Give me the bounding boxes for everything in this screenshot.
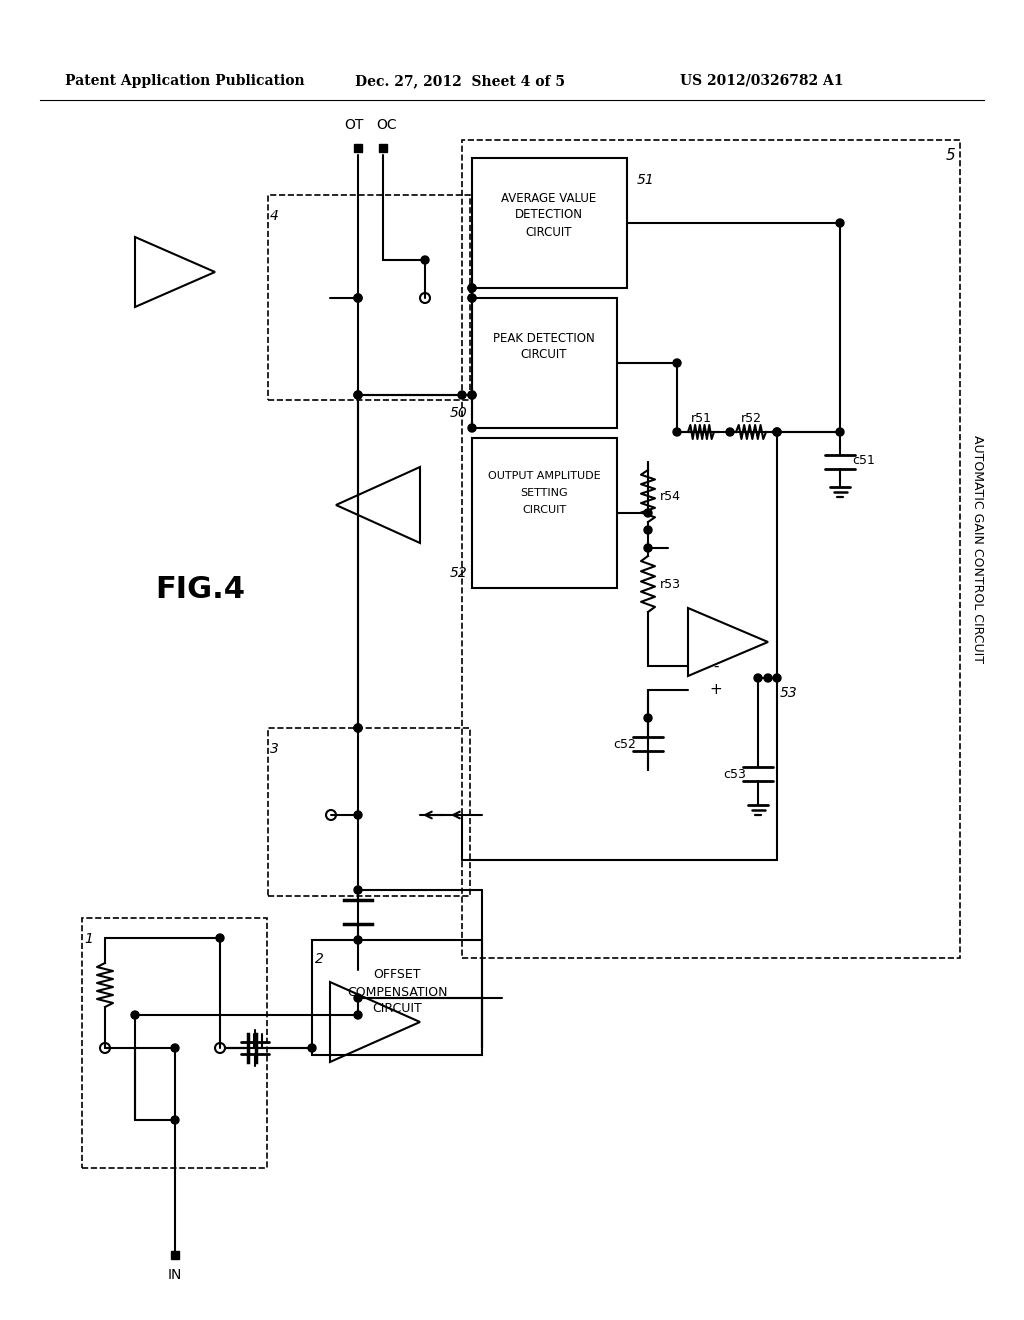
Circle shape [468, 294, 476, 302]
Bar [82, 917, 267, 1168]
Circle shape [421, 256, 429, 264]
Bar [268, 729, 470, 896]
Text: 53: 53 [780, 686, 798, 700]
Text: IN: IN [168, 1269, 182, 1282]
Bar [312, 940, 482, 1055]
Circle shape [836, 428, 844, 436]
Text: 4: 4 [270, 209, 279, 223]
Bar [472, 298, 617, 428]
Text: SETTING: SETTING [520, 488, 568, 498]
Circle shape [673, 428, 681, 436]
Text: 1: 1 [84, 932, 93, 946]
Text: c51: c51 [852, 454, 874, 466]
Text: COMPENSATION: COMPENSATION [347, 986, 447, 998]
Circle shape [644, 714, 652, 722]
Text: AVERAGE VALUE: AVERAGE VALUE [502, 191, 597, 205]
Text: 52: 52 [450, 566, 467, 579]
Circle shape [673, 359, 681, 367]
Bar [472, 158, 627, 288]
Circle shape [644, 544, 652, 552]
Text: OC: OC [377, 117, 397, 132]
Circle shape [754, 675, 762, 682]
Circle shape [354, 886, 362, 894]
Text: 2: 2 [315, 952, 324, 966]
Circle shape [171, 1115, 179, 1125]
Bar [379, 144, 387, 152]
Circle shape [468, 284, 476, 292]
Text: -: - [714, 659, 719, 673]
Text: 3: 3 [270, 742, 279, 756]
Circle shape [468, 391, 476, 399]
Circle shape [216, 935, 224, 942]
Circle shape [468, 284, 476, 292]
Text: Dec. 27, 2012  Sheet 4 of 5: Dec. 27, 2012 Sheet 4 of 5 [355, 74, 565, 88]
Text: c53: c53 [723, 767, 746, 780]
Text: AUTOMATIC GAIN CONTROL CIRCUIT: AUTOMATIC GAIN CONTROL CIRCUIT [972, 436, 984, 663]
Text: OFFSET: OFFSET [374, 969, 421, 982]
Circle shape [726, 428, 734, 436]
Circle shape [171, 1044, 179, 1052]
Circle shape [354, 936, 362, 944]
Circle shape [131, 1011, 139, 1019]
Bar [171, 1251, 179, 1259]
Circle shape [468, 424, 476, 432]
Circle shape [354, 294, 362, 302]
Text: FIG.4: FIG.4 [155, 576, 245, 605]
Text: r51: r51 [690, 412, 712, 425]
Text: CIRCUIT: CIRCUIT [372, 1002, 422, 1015]
Circle shape [773, 675, 781, 682]
Text: US 2012/0326782 A1: US 2012/0326782 A1 [680, 74, 844, 88]
Text: r52: r52 [740, 412, 762, 425]
Text: 51: 51 [637, 173, 654, 187]
Bar [354, 144, 362, 152]
Text: CIRCUIT: CIRCUIT [521, 348, 567, 362]
Text: PEAK DETECTION: PEAK DETECTION [494, 331, 595, 345]
Circle shape [308, 1044, 316, 1052]
Circle shape [354, 391, 362, 399]
Circle shape [644, 510, 652, 517]
Circle shape [764, 675, 772, 682]
Text: 50: 50 [450, 407, 467, 420]
Circle shape [354, 723, 362, 733]
Bar [268, 195, 470, 400]
Text: OT: OT [344, 117, 364, 132]
Bar [472, 438, 617, 587]
Circle shape [354, 810, 362, 818]
Text: CIRCUIT: CIRCUIT [525, 226, 572, 239]
Circle shape [836, 219, 844, 227]
Circle shape [458, 391, 466, 399]
Text: c52: c52 [613, 738, 636, 751]
Circle shape [468, 391, 476, 399]
Text: Patent Application Publication: Patent Application Publication [65, 74, 304, 88]
Circle shape [644, 525, 652, 535]
Text: CIRCUIT: CIRCUIT [522, 506, 566, 515]
Text: OUTPUT AMPLITUDE: OUTPUT AMPLITUDE [487, 471, 600, 480]
Circle shape [773, 428, 781, 436]
Circle shape [354, 391, 362, 399]
Bar [462, 140, 961, 958]
Text: r53: r53 [660, 578, 681, 590]
Text: r54: r54 [660, 490, 681, 503]
Circle shape [773, 428, 781, 436]
Text: DETECTION: DETECTION [515, 209, 583, 222]
Circle shape [354, 294, 362, 302]
Text: +: + [710, 682, 722, 697]
Circle shape [354, 994, 362, 1002]
Circle shape [468, 294, 476, 302]
Text: 5: 5 [945, 148, 955, 162]
Circle shape [354, 723, 362, 733]
Circle shape [354, 1011, 362, 1019]
